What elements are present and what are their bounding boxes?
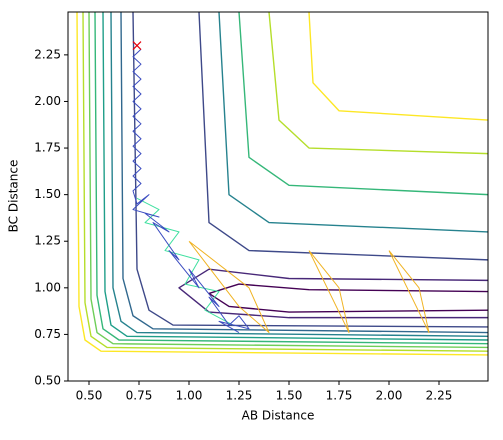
contour-line xyxy=(198,12,488,261)
x-tick-label: 1.25 xyxy=(226,389,253,403)
axes-frame xyxy=(67,11,489,382)
contour-line xyxy=(120,12,488,334)
x-tick-label: 0.75 xyxy=(126,389,153,403)
y-tick-label: 0.50 xyxy=(34,374,61,388)
x-tick-label: 0.50 xyxy=(76,389,103,403)
x-tick-label: 1.75 xyxy=(326,389,353,403)
plot-area xyxy=(76,12,488,356)
x-tick-label: 2.25 xyxy=(426,389,453,403)
contour-line xyxy=(218,12,488,233)
y-tick-label: 2.00 xyxy=(34,94,61,108)
start-marker xyxy=(132,41,142,50)
contour-line xyxy=(102,12,488,341)
contour-line xyxy=(308,12,488,121)
y-tick-label: 0.75 xyxy=(34,327,61,341)
contour-line xyxy=(94,12,488,345)
contour-line xyxy=(178,268,488,319)
trajectory xyxy=(132,48,250,333)
contour-line xyxy=(208,283,488,313)
y-tick-label: 1.50 xyxy=(34,187,61,201)
y-tick-label: 1.75 xyxy=(34,141,61,155)
contour-line xyxy=(132,12,488,328)
y-tick-label: 2.25 xyxy=(34,47,61,61)
contour-line xyxy=(82,12,488,352)
contour-line xyxy=(268,12,488,155)
trajectory-orbit xyxy=(188,240,430,334)
y-tick-label: 1.25 xyxy=(34,234,61,248)
contour-line xyxy=(110,12,488,337)
contour-line xyxy=(88,12,488,349)
x-tick-label: 1.50 xyxy=(276,389,303,403)
x-tick-label: 2.00 xyxy=(376,389,403,403)
contour-line xyxy=(76,12,488,356)
x-tick-label: 1.00 xyxy=(176,389,203,403)
x-axis-label: AB Distance xyxy=(242,409,315,423)
y-tick-label: 1.00 xyxy=(34,280,61,294)
contour-line xyxy=(238,12,488,196)
y-axis-label: BC Distance xyxy=(7,160,21,233)
